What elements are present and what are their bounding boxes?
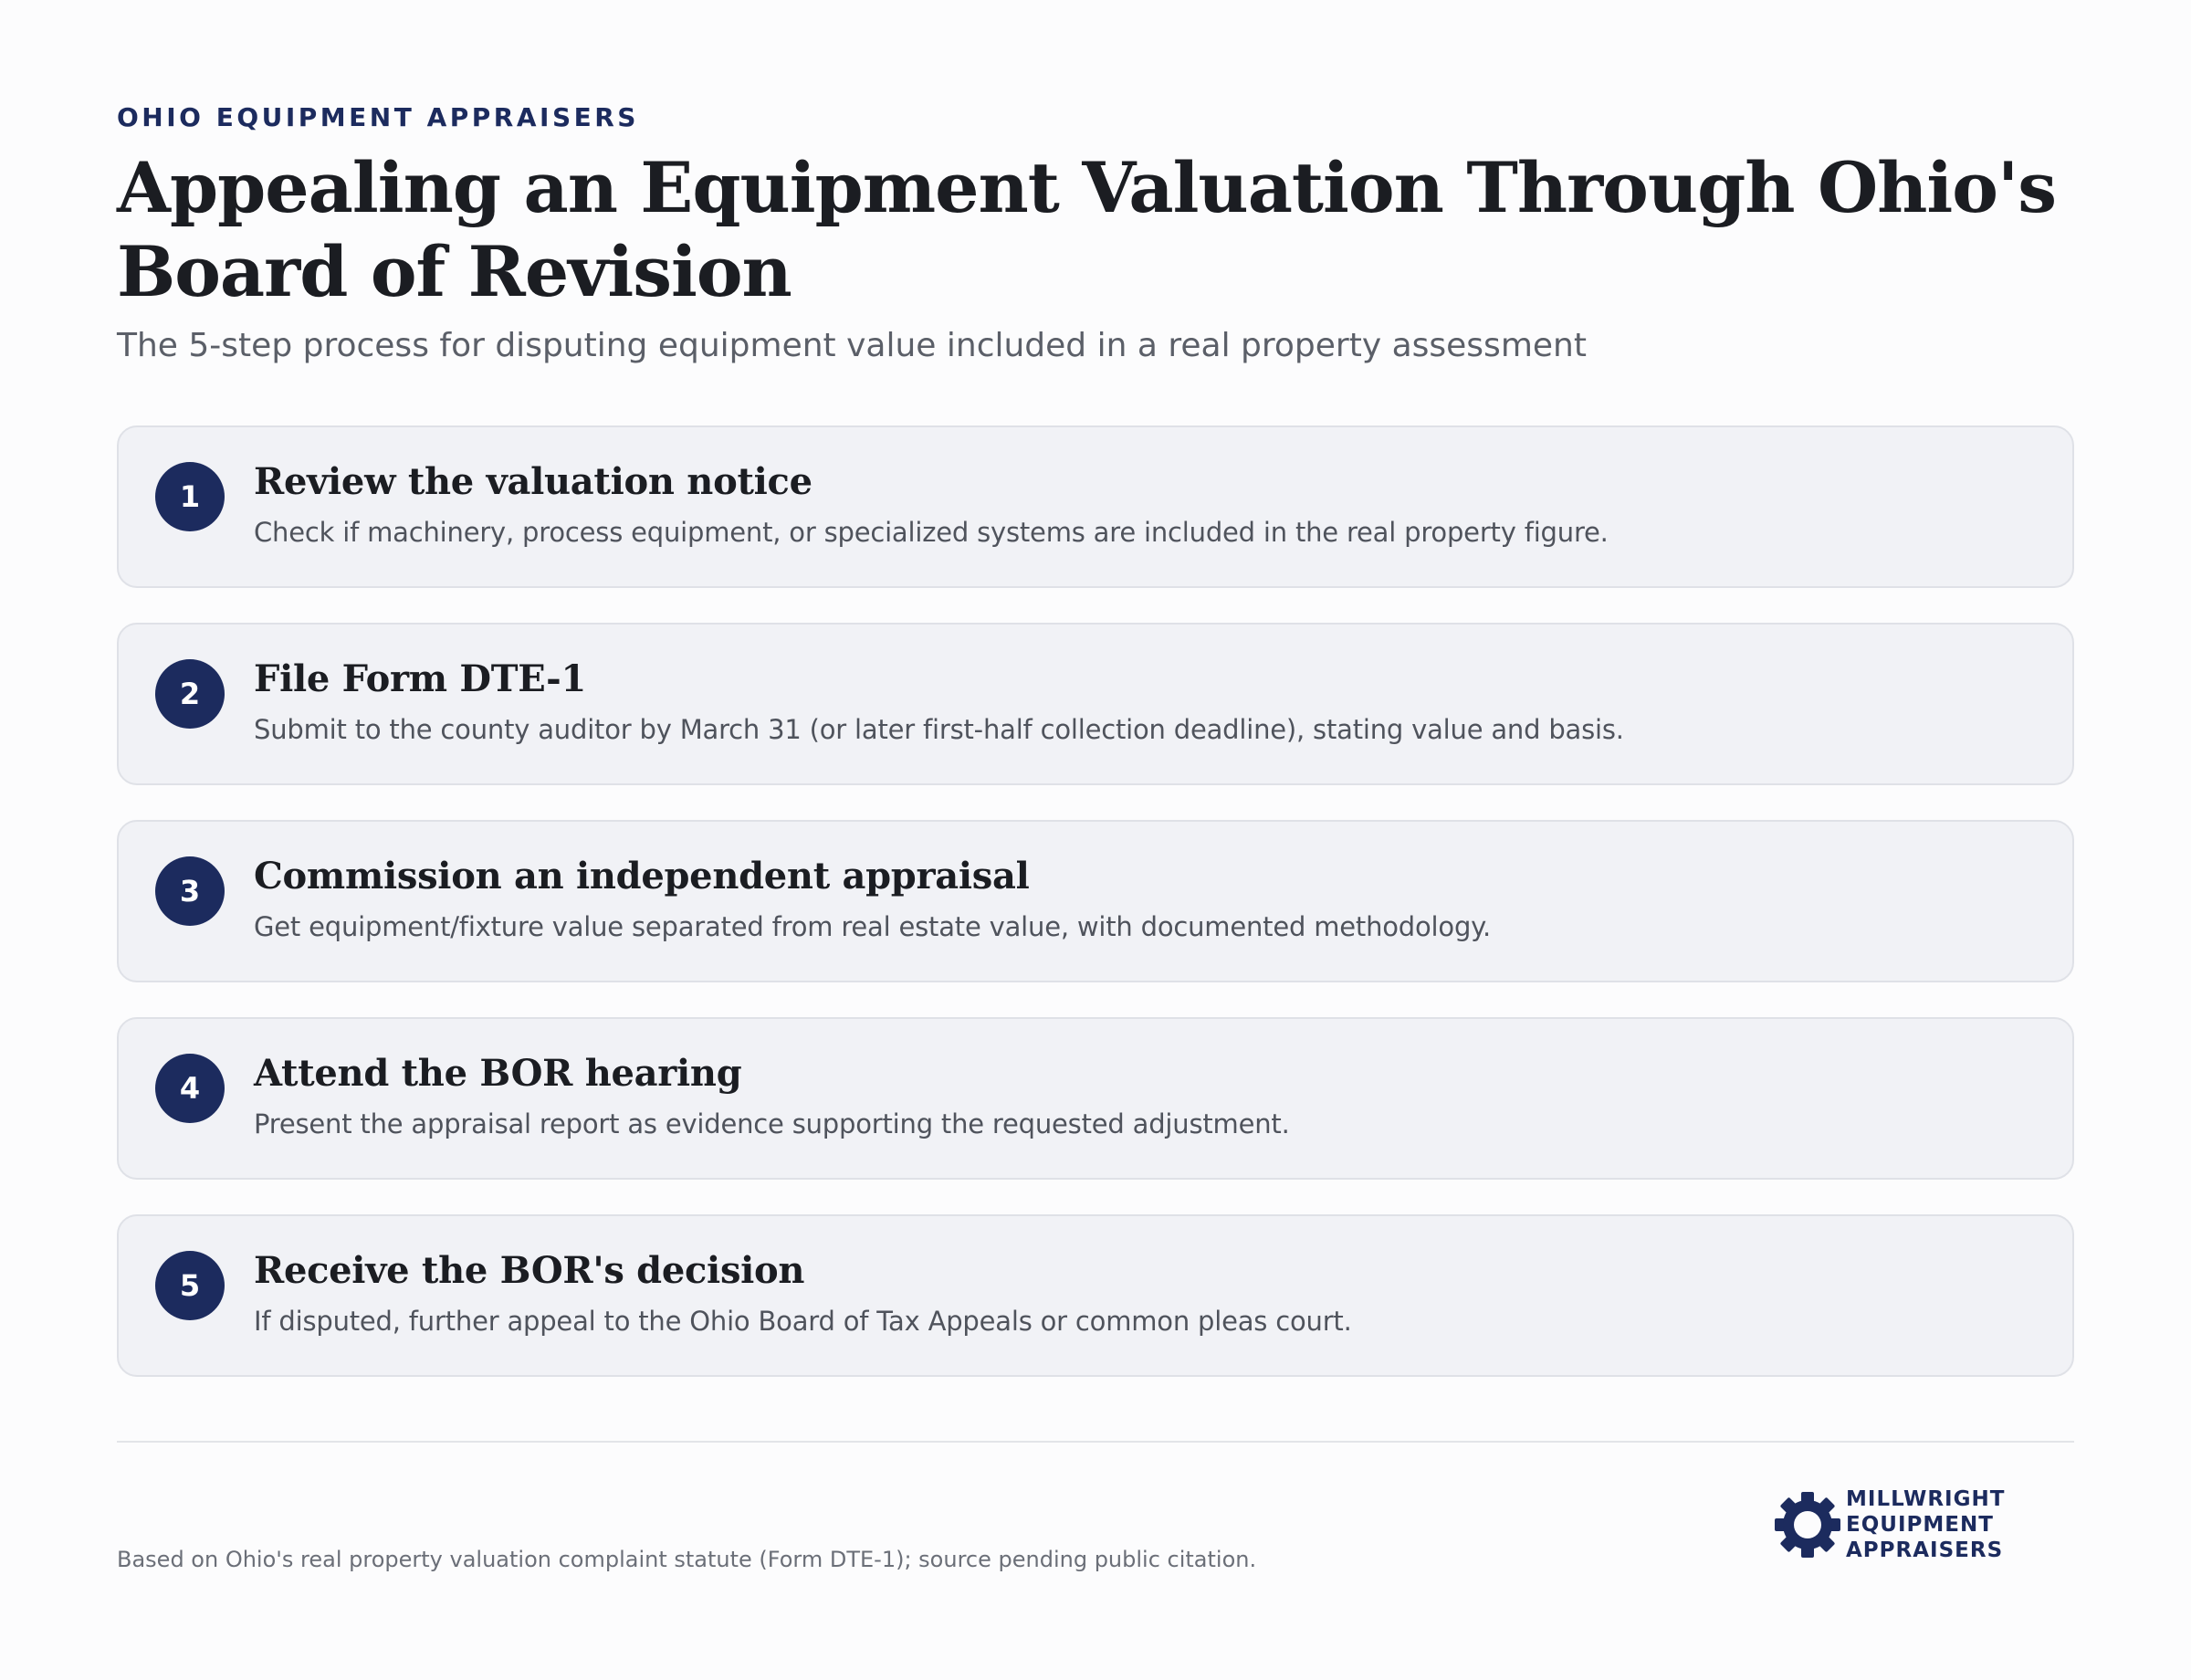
page-title: Appealing an Equipment Valuation Through… bbox=[117, 147, 2057, 312]
logo-line-2: EQUIPMENT bbox=[1846, 1513, 1994, 1537]
eyebrow-label: OHIO EQUIPMENT APPRAISERS bbox=[117, 102, 639, 132]
step-title: Review the valuation notice bbox=[254, 460, 812, 503]
step-description: Get equipment/fixture value separated fr… bbox=[254, 911, 1491, 942]
step-card-3: 3 Commission an independent appraisal Ge… bbox=[117, 820, 2074, 982]
logo-wordmark: MILLWRIGHT EQUIPMENT APPRAISERS bbox=[1846, 1486, 2005, 1563]
step-number-badge: 3 bbox=[155, 856, 225, 926]
page-subtitle: The 5-step process for disputing equipme… bbox=[117, 327, 1587, 364]
step-title: Attend the BOR hearing bbox=[254, 1052, 742, 1095]
company-logo: MILLWRIGHT EQUIPMENT APPRAISERS bbox=[1771, 1486, 2005, 1563]
step-title: File Form DTE-1 bbox=[254, 657, 586, 700]
step-card-4: 4 Attend the BOR hearing Present the app… bbox=[117, 1017, 2074, 1180]
step-title: Commission an independent appraisal bbox=[254, 855, 1030, 898]
steps-list: 1 Review the valuation notice Check if m… bbox=[117, 425, 2074, 1412]
step-card-5: 5 Receive the BOR's decision If disputed… bbox=[117, 1214, 2074, 1377]
step-number-badge: 4 bbox=[155, 1054, 225, 1123]
step-number-badge: 5 bbox=[155, 1251, 225, 1320]
source-footnote: Based on Ohio's real property valuation … bbox=[117, 1547, 1257, 1572]
logo-line-3: APPRAISERS bbox=[1846, 1538, 2004, 1562]
gear-icon bbox=[1775, 1492, 1840, 1558]
step-card-2: 2 File Form DTE-1 Submit to the county a… bbox=[117, 623, 2074, 785]
step-description: Check if machinery, process equipment, o… bbox=[254, 517, 1609, 548]
step-number-badge: 1 bbox=[155, 462, 225, 531]
step-title: Receive the BOR's decision bbox=[254, 1249, 805, 1292]
step-description: Present the appraisal report as evidence… bbox=[254, 1108, 1290, 1139]
footer-divider bbox=[117, 1441, 2074, 1443]
step-card-1: 1 Review the valuation notice Check if m… bbox=[117, 425, 2074, 588]
step-description: If disputed, further appeal to the Ohio … bbox=[254, 1306, 1352, 1337]
step-number-badge: 2 bbox=[155, 659, 225, 729]
logo-line-1: MILLWRIGHT bbox=[1846, 1487, 2006, 1511]
step-description: Submit to the county auditor by March 31… bbox=[254, 714, 1624, 745]
